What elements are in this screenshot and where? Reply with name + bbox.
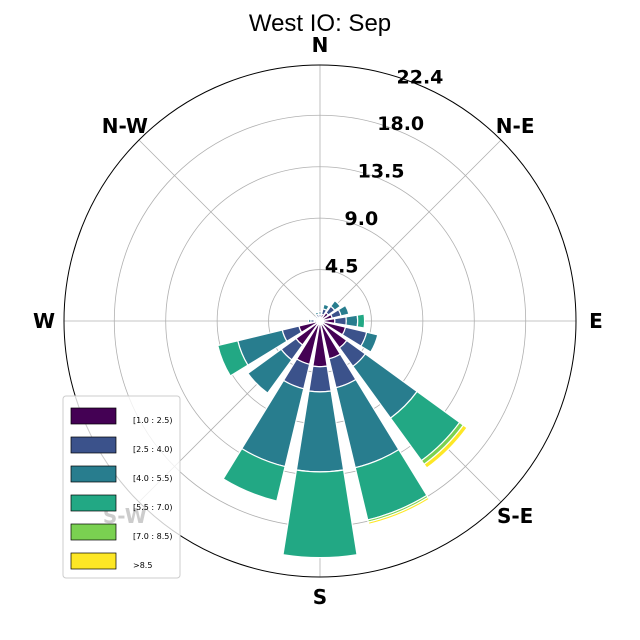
legend-label-3: [5.5 : 7.0) — [133, 503, 172, 512]
bar-E-bin-2 — [345, 314, 359, 328]
legend-swatch-5 — [70, 552, 117, 570]
bar-ESE-bin-2 — [360, 331, 379, 353]
legend-label-5: >8.5 — [133, 561, 152, 570]
legend-label-1: [2.5 : 4.0) — [133, 445, 172, 454]
legend-swatch-1 — [70, 436, 117, 454]
bar-NE-bin-2 — [329, 299, 342, 312]
bar-ENE-bin-2 — [337, 304, 350, 317]
direction-label-n: N — [312, 33, 329, 57]
direction-label-w: W — [33, 309, 55, 333]
bar-S-bin-1 — [308, 365, 332, 393]
legend-swatch-0 — [70, 407, 117, 425]
legend-label-0: [1.0 : 2.5) — [133, 416, 172, 425]
legend: [1.0 : 2.5) [2.5 : 4.0) [4.0 : 5.5) [5.5 : … — [62, 395, 181, 579]
grid-spoke-7 — [138, 139, 321, 322]
radial-tick-label: 9.0 — [345, 208, 379, 230]
bar-SW-bin-2 — [247, 348, 293, 394]
bar-WSW-bin-3 — [217, 340, 249, 377]
bar-S-bin-2 — [295, 390, 345, 473]
legend-swatch-2 — [70, 465, 117, 483]
legend-swatch-4 — [70, 523, 117, 541]
legend-swatch-3 — [70, 494, 117, 512]
bar-W-bin-2 — [307, 318, 312, 324]
direction-label-se: S-E — [497, 504, 533, 528]
radial-tick-label: 4.5 — [325, 255, 359, 277]
radial-tick-labels: 4.5 9.0 13.5 18.0 22.4 — [325, 66, 444, 277]
outer-circle — [63, 64, 577, 578]
grid-spoke-1 — [319, 139, 502, 322]
bar-SSE-bin-5 — [367, 496, 431, 526]
radial-tick-label: 13.5 — [358, 160, 405, 182]
bar-E-bin-1 — [333, 316, 347, 326]
direction-label-nw: N-W — [102, 114, 148, 138]
bar-SE-bin-5 — [423, 424, 468, 469]
legend-label-4: [7.0 : 8.5) — [133, 532, 172, 541]
direction-label-s: S — [313, 585, 327, 609]
wind-bars — [217, 299, 468, 559]
direction-label-e: E — [589, 309, 603, 333]
bar-SSW-bin-3 — [222, 447, 286, 502]
radial-tick-label: 18.0 — [377, 113, 424, 135]
bar-N-bin-2 — [317, 311, 323, 315]
chart-title: West IO: Sep — [249, 10, 391, 37]
radial-tick-label: 22.4 — [397, 66, 444, 88]
bar-NNE-bin-2 — [322, 303, 330, 312]
polar-outer-circle — [63, 64, 577, 578]
legend-label-2: [4.0 : 5.5) — [133, 474, 172, 483]
bar-NNW-bin-2 — [314, 311, 320, 316]
bar-S-bin-3 — [282, 469, 358, 559]
bar-E-bin-3 — [356, 313, 366, 329]
direction-label-ne: N-E — [496, 114, 535, 138]
